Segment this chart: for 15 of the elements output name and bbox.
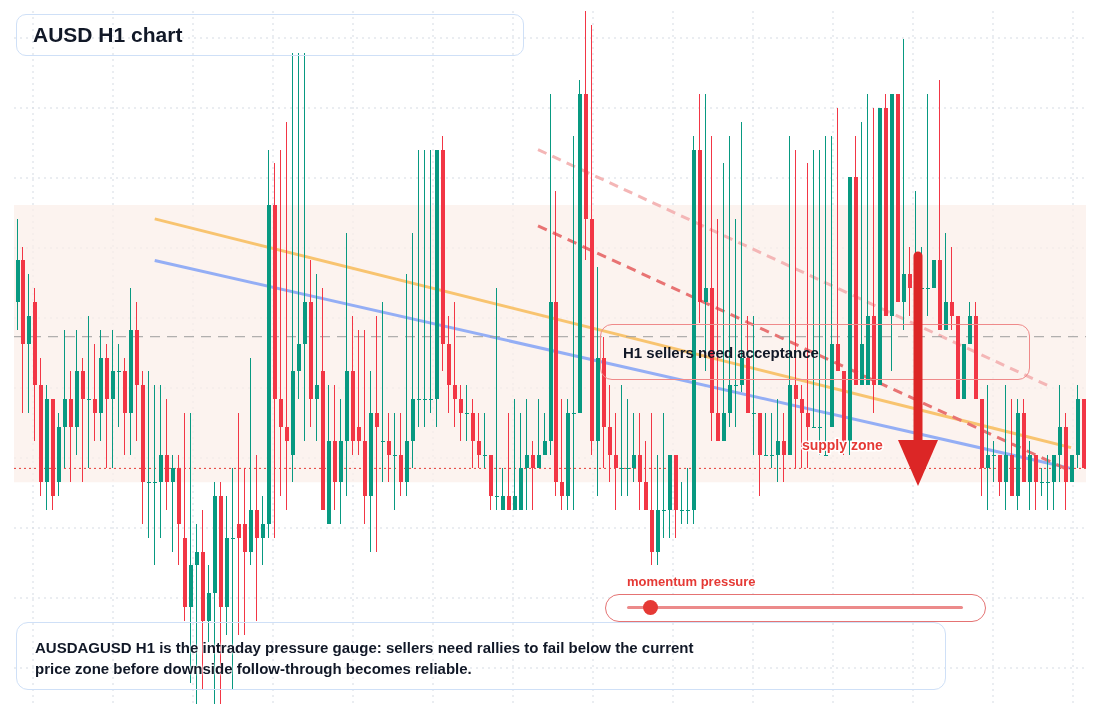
candlestick	[1039, 468, 1044, 497]
candlestick	[991, 440, 996, 483]
candlestick	[464, 385, 469, 441]
candlestick	[374, 315, 379, 552]
candlestick	[679, 482, 684, 524]
candlestick	[763, 412, 768, 456]
annotation: momentum pressure	[627, 574, 756, 589]
candlestick	[1045, 454, 1050, 510]
candlestick	[296, 52, 301, 400]
candlestick	[685, 468, 690, 524]
candlestick	[769, 412, 774, 469]
candlestick	[380, 302, 385, 483]
candlestick	[86, 315, 91, 469]
title-box: AUSD H1 chart	[16, 14, 524, 56]
candlestick	[152, 385, 157, 566]
